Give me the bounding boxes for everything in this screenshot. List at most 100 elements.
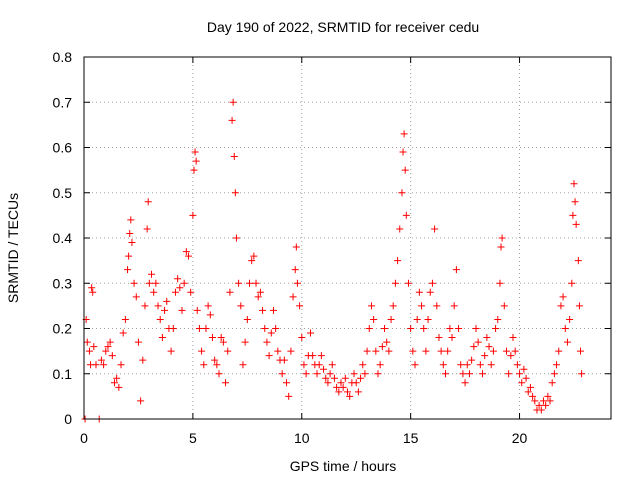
data-point — [474, 338, 482, 346]
data-point — [313, 370, 321, 378]
data-point — [125, 252, 133, 260]
data-point — [568, 279, 576, 287]
data-point — [497, 243, 505, 251]
data-point — [320, 365, 328, 373]
data-point — [455, 325, 463, 332]
data-point — [272, 325, 280, 332]
y-tick-label: 0.5 — [53, 185, 73, 201]
data-point — [570, 180, 578, 188]
data-point — [400, 130, 408, 138]
data-point — [158, 334, 166, 342]
data-point — [226, 288, 234, 296]
data-point — [195, 325, 203, 332]
data-point — [261, 325, 269, 332]
data-point — [315, 361, 323, 369]
data-point — [520, 365, 528, 373]
data-point — [444, 347, 452, 355]
data-point — [317, 352, 325, 360]
data-point — [566, 315, 574, 323]
x-axis-label: GPS time / hours — [290, 458, 397, 474]
data-point — [426, 288, 434, 296]
data-point — [88, 284, 96, 292]
data-point — [507, 352, 515, 360]
data-point — [106, 338, 114, 346]
data-point — [387, 315, 395, 323]
data-point — [561, 325, 569, 332]
data-point — [139, 356, 147, 364]
data-point — [191, 148, 199, 156]
data-point — [420, 325, 428, 332]
data-point — [461, 379, 469, 387]
data-point — [513, 361, 521, 369]
data-point — [134, 338, 142, 346]
data-point — [376, 361, 384, 369]
data-point — [502, 347, 510, 355]
data-point — [167, 347, 175, 355]
data-point — [374, 370, 382, 378]
data-point — [211, 356, 219, 364]
data-point — [544, 392, 552, 400]
data-point — [385, 347, 393, 355]
data-point — [569, 211, 577, 219]
data-point — [121, 315, 129, 323]
data-point — [448, 334, 456, 342]
data-point — [459, 370, 467, 378]
data-point — [439, 361, 447, 369]
data-point — [518, 379, 526, 387]
data-point — [263, 338, 271, 346]
data-point — [198, 347, 206, 355]
data-point — [182, 248, 190, 256]
data-point — [365, 325, 373, 332]
data-point — [424, 315, 432, 323]
data-point — [256, 288, 264, 296]
data-point — [479, 370, 487, 378]
data-point — [344, 388, 351, 396]
y-tick-label: 0 — [64, 411, 72, 427]
data-point — [267, 329, 275, 337]
data-point — [189, 211, 197, 219]
data-point — [174, 275, 182, 283]
data-point — [378, 343, 386, 351]
data-point — [485, 343, 493, 351]
data-point — [229, 98, 237, 106]
data-point — [192, 157, 200, 165]
data-point — [511, 347, 519, 355]
data-point — [89, 288, 97, 296]
x-tick-label: 5 — [189, 430, 197, 446]
data-point — [500, 302, 508, 310]
x-tick-label: 20 — [512, 430, 528, 446]
data-point — [178, 306, 186, 314]
data-point — [259, 306, 267, 314]
data-point — [415, 288, 423, 296]
data-point — [526, 383, 534, 391]
data-point — [529, 392, 537, 400]
data-point — [97, 356, 105, 364]
data-point — [441, 370, 449, 378]
data-point — [557, 302, 565, 310]
data-point — [285, 392, 293, 400]
data-point — [119, 329, 127, 337]
data-point — [144, 198, 152, 206]
data-point — [208, 334, 216, 342]
data-point — [309, 352, 317, 360]
data-point — [370, 315, 378, 323]
y-tick-label: 0.1 — [53, 366, 73, 382]
data-point — [411, 361, 419, 369]
data-point — [283, 379, 291, 387]
data-point — [487, 361, 495, 369]
data-point — [535, 401, 543, 409]
data-point — [341, 374, 349, 382]
data-point — [126, 229, 134, 237]
data-point — [328, 361, 336, 369]
data-point — [254, 293, 262, 301]
data-point — [531, 397, 539, 405]
data-point — [83, 338, 91, 346]
data-point — [217, 334, 225, 342]
data-point — [335, 388, 343, 396]
data-point — [204, 302, 212, 310]
data-point — [575, 302, 583, 310]
data-point — [85, 347, 93, 355]
data-point — [418, 302, 426, 310]
data-point — [433, 302, 441, 310]
